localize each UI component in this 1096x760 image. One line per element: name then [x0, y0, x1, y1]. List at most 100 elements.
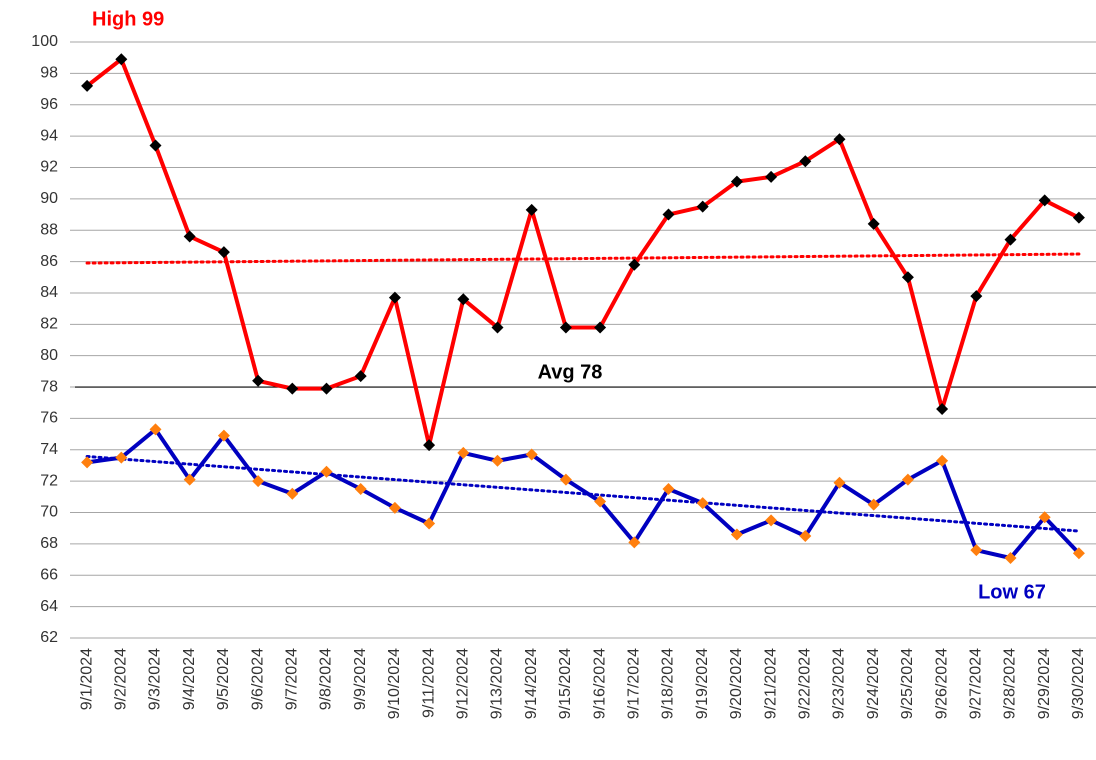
- marker: [799, 155, 812, 168]
- x-tick-label: 9/5/2024: [215, 648, 232, 710]
- y-tick-label: 98: [40, 65, 58, 82]
- y-tick-label: 96: [40, 96, 58, 113]
- marker: [525, 203, 538, 216]
- y-tick-label: 82: [40, 316, 58, 333]
- marker: [81, 79, 94, 92]
- marker: [320, 465, 333, 478]
- y-tick-label: 80: [40, 347, 58, 364]
- marker: [765, 514, 778, 527]
- y-tick-label: 78: [40, 378, 58, 395]
- x-tick-label: 9/14/2024: [523, 648, 540, 719]
- marker: [628, 258, 641, 271]
- y-tick-label: 68: [40, 535, 58, 552]
- marker: [457, 446, 470, 459]
- x-tick-label: 9/9/2024: [352, 648, 369, 710]
- series-line: [85, 57, 1080, 448]
- x-tick-label: 9/7/2024: [284, 648, 301, 710]
- x-tick-label: 9/13/2024: [489, 648, 506, 719]
- marker: [970, 290, 983, 303]
- annotation: Low 67: [978, 581, 1046, 603]
- x-tick-label: 9/27/2024: [968, 648, 985, 719]
- marker: [491, 321, 504, 334]
- marker: [1038, 194, 1051, 207]
- marker: [833, 133, 846, 146]
- marker: [730, 175, 743, 188]
- marker: [183, 473, 196, 486]
- x-tick-label: 9/25/2024: [899, 648, 916, 719]
- x-tick-label: 9/2/2024: [113, 648, 130, 710]
- marker: [901, 271, 914, 284]
- x-tick-label: 9/24/2024: [865, 648, 882, 719]
- annotation: High 99: [92, 8, 164, 30]
- x-tick-label: 9/20/2024: [728, 648, 745, 719]
- marker: [388, 291, 401, 304]
- x-tick-label: 9/6/2024: [249, 648, 266, 710]
- marker: [696, 497, 709, 510]
- series-line: [86, 427, 1081, 561]
- marker: [970, 544, 983, 557]
- marker: [765, 170, 778, 183]
- marker: [149, 139, 162, 152]
- marker: [833, 476, 846, 489]
- marker: [867, 217, 880, 230]
- marker: [286, 382, 299, 395]
- marker: [1072, 547, 1085, 560]
- x-tick-label: 9/28/2024: [1002, 648, 1019, 719]
- y-tick-label: 94: [40, 127, 58, 144]
- marker: [559, 321, 572, 334]
- x-tick-label: 9/3/2024: [147, 648, 164, 710]
- marker: [559, 473, 572, 486]
- y-tick-label: 74: [40, 441, 58, 458]
- marker: [525, 448, 538, 461]
- y-tick-label: 92: [40, 159, 58, 176]
- marker: [1004, 552, 1017, 565]
- marker: [149, 423, 162, 436]
- marker: [457, 293, 470, 306]
- y-tick-label: 86: [40, 253, 58, 270]
- marker: [81, 456, 94, 469]
- marker: [217, 246, 230, 259]
- marker: [388, 501, 401, 514]
- x-tick-label: 9/1/2024: [78, 648, 95, 710]
- y-tick-label: 88: [40, 221, 58, 238]
- marker: [354, 370, 367, 383]
- y-tick-label: 64: [40, 598, 58, 615]
- y-tick-label: 62: [40, 629, 58, 646]
- x-tick-label: 9/19/2024: [694, 648, 711, 719]
- x-tick-label: 9/21/2024: [762, 648, 779, 719]
- y-tick-label: 72: [40, 472, 58, 489]
- marker: [730, 528, 743, 541]
- y-tick-label: 84: [40, 284, 58, 301]
- marker: [662, 483, 675, 495]
- marker: [115, 451, 128, 464]
- marker: [936, 403, 949, 416]
- y-tick-label: 90: [40, 190, 58, 207]
- marker: [662, 208, 675, 221]
- x-tick-label: 9/11/2024: [420, 648, 437, 718]
- marker: [252, 374, 265, 387]
- x-tick-label: 9/30/2024: [1070, 648, 1087, 719]
- marker: [696, 200, 709, 213]
- x-tick-label: 9/18/2024: [660, 648, 677, 719]
- marker: [320, 382, 333, 395]
- marker: [867, 498, 880, 511]
- y-tick-label: 66: [40, 566, 58, 583]
- marker: [491, 454, 504, 467]
- x-tick-label: 9/15/2024: [557, 648, 574, 719]
- marker: [115, 53, 128, 66]
- marker: [423, 517, 436, 530]
- x-tick-label: 9/4/2024: [181, 648, 198, 710]
- marker: [286, 487, 299, 500]
- marker: [252, 475, 265, 488]
- marker: [183, 230, 196, 243]
- marker: [217, 429, 230, 442]
- marker: [594, 495, 607, 508]
- marker: [423, 439, 436, 452]
- marker: [1038, 511, 1051, 524]
- trendline: [85, 454, 1081, 533]
- annotation: Avg 78: [538, 361, 603, 383]
- trendline: [85, 252, 1081, 265]
- y-tick-label: 70: [40, 504, 58, 521]
- y-tick-label: 76: [40, 410, 58, 427]
